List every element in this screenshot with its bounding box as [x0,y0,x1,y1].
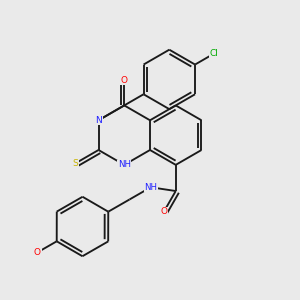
Text: O: O [121,76,128,85]
Text: Cl: Cl [210,49,219,58]
Text: NH: NH [118,160,131,169]
Text: NH: NH [144,183,157,192]
Text: N: N [95,116,102,125]
Text: O: O [160,207,167,216]
Text: O: O [34,248,41,257]
Text: S: S [73,159,78,168]
